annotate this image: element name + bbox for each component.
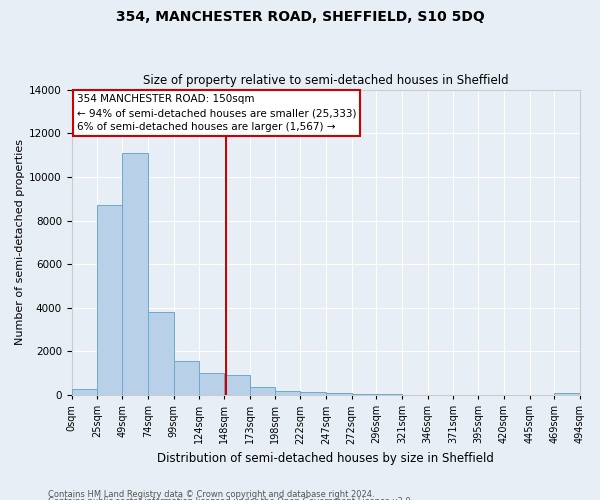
Bar xyxy=(71,388,97,395)
Bar xyxy=(122,153,148,395)
X-axis label: Distribution of semi-detached houses by size in Sheffield: Distribution of semi-detached houses by … xyxy=(157,452,494,465)
Bar xyxy=(376,394,402,395)
Text: Contains HM Land Registry data © Crown copyright and database right 2024.: Contains HM Land Registry data © Crown c… xyxy=(48,490,374,499)
Bar xyxy=(352,394,376,395)
Bar xyxy=(148,312,173,395)
Bar xyxy=(275,391,300,395)
Bar xyxy=(554,393,580,395)
Bar xyxy=(97,205,122,395)
Text: 354, MANCHESTER ROAD, SHEFFIELD, S10 5DQ: 354, MANCHESTER ROAD, SHEFFIELD, S10 5DQ xyxy=(116,10,484,24)
Bar xyxy=(326,394,352,395)
Bar xyxy=(199,374,224,395)
Bar xyxy=(300,392,326,395)
Text: 354 MANCHESTER ROAD: 150sqm
← 94% of semi-detached houses are smaller (25,333)
6: 354 MANCHESTER ROAD: 150sqm ← 94% of sem… xyxy=(77,94,356,132)
Title: Size of property relative to semi-detached houses in Sheffield: Size of property relative to semi-detach… xyxy=(143,74,509,87)
Y-axis label: Number of semi-detached properties: Number of semi-detached properties xyxy=(15,140,25,346)
Bar xyxy=(224,376,250,395)
Bar xyxy=(173,362,199,395)
Bar xyxy=(250,387,275,395)
Text: Contains public sector information licensed under the Open Government Licence v3: Contains public sector information licen… xyxy=(48,497,413,500)
